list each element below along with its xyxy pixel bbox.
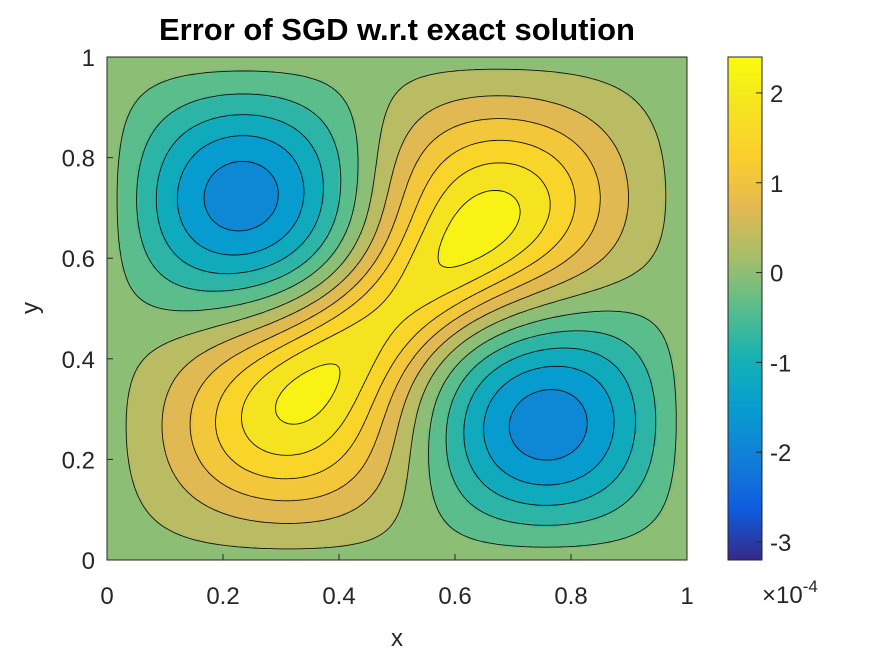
colorbar-tick-label: -1 (770, 350, 791, 377)
x-axis-ticks: 0 0.2 0.4 0.6 0.8 1 (100, 554, 694, 610)
colorbar-tick-label: 1 (770, 171, 783, 198)
contour-fill (107, 57, 687, 560)
colorbar-ticks: 2 1 0 -1 -2 -3 (756, 81, 791, 557)
contour-line-11 (189, 118, 601, 502)
x-tick-label: 0 (100, 583, 113, 610)
x-axis-label: x (391, 625, 403, 652)
y-tick-label: 0 (82, 548, 95, 575)
colorbar-scale (728, 57, 762, 560)
x-tick-label: 0.4 (322, 583, 355, 610)
contour-line-9 (125, 68, 667, 550)
chart-title: Error of SGD w.r.t exact solution (159, 12, 635, 47)
colorbar-tick-label: -2 (770, 440, 791, 467)
y-tick-label: 0.4 (62, 347, 95, 374)
colorbar: 2 1 0 -1 -2 -3 ×10-4 (727, 56, 818, 609)
colorbar-frame (727, 56, 763, 561)
colorbar-tick-label: 0 (770, 261, 783, 288)
contour-line-13 (241, 162, 551, 456)
colorbar-multiplier: ×10-4 (762, 577, 818, 609)
y-tick-label: 0.8 (62, 146, 95, 173)
x-tick-label: 1 (680, 583, 693, 610)
contour-line-8 (116, 70, 677, 548)
contour-line-12 (215, 139, 576, 480)
y-axis-ticks: 0 0.2 0.4 0.6 0.8 1 (62, 45, 113, 575)
contour-line-6 (155, 114, 636, 506)
contour-line-10 (161, 95, 629, 524)
colorbar-exponent: -4 (803, 577, 818, 596)
y-tick-label: 0.2 (62, 447, 95, 474)
colorbar-tick-label: 2 (770, 81, 783, 108)
x-tick-label: 0.2 (206, 583, 239, 610)
y-tick-label: 0.6 (62, 246, 95, 273)
plot-frame (106, 56, 688, 561)
contour-line-14 (275, 190, 521, 425)
contour-line-4 (203, 160, 588, 461)
contour-lines (116, 68, 677, 550)
contour-line-5 (176, 135, 615, 486)
plot-area (106, 56, 688, 561)
contour-line-7 (136, 93, 657, 526)
y-axis-label: y (17, 302, 44, 314)
x-tick-label: 0.6 (438, 583, 471, 610)
x-tick-label: 0.8 (554, 583, 587, 610)
colorbar-tick-label: -3 (770, 530, 791, 557)
y-tick-label: 1 (82, 45, 95, 72)
